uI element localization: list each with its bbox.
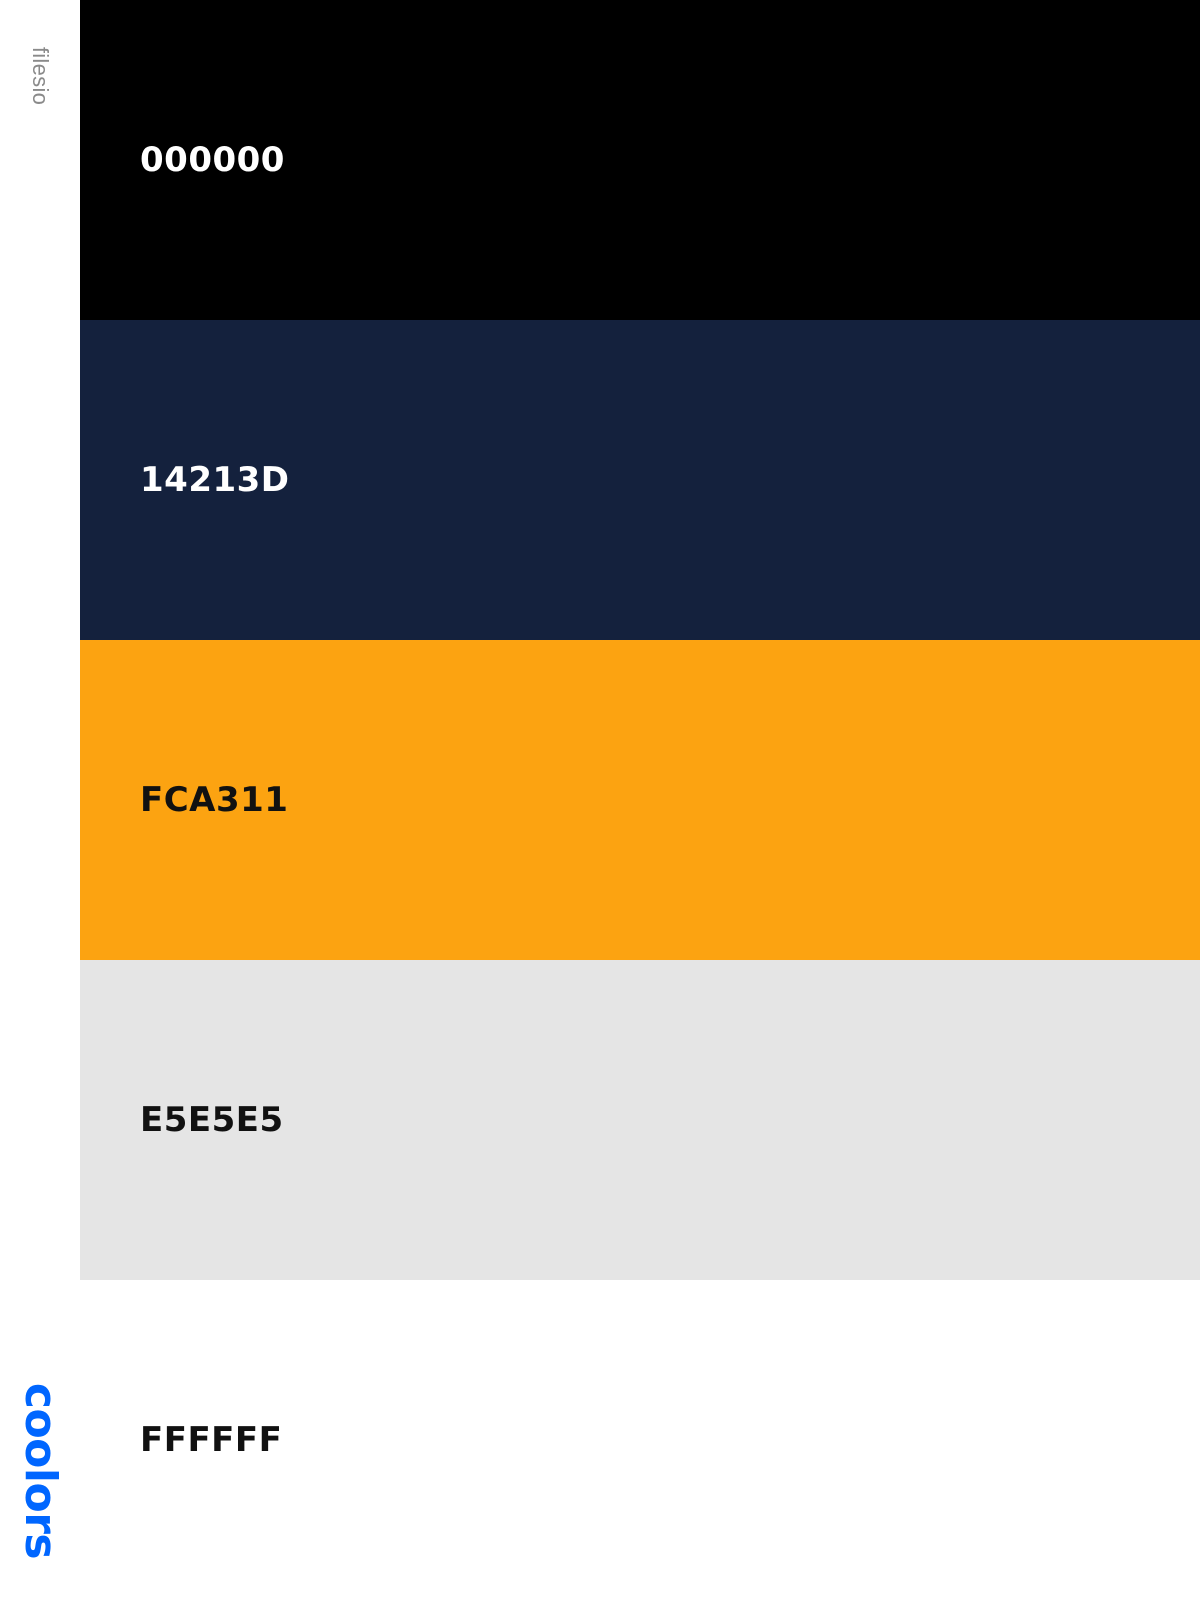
swatch-hex-code: FCA311 <box>140 780 289 820</box>
color-swatch-1[interactable]: 000000 <box>80 0 1200 320</box>
swatch-hex-code: FFFFFF <box>140 1420 283 1460</box>
color-swatch-3[interactable]: FCA311 <box>80 640 1200 960</box>
color-swatch-2[interactable]: 14213D <box>80 320 1200 640</box>
color-swatch-5[interactable]: FFFFFF <box>80 1280 1200 1600</box>
coolors-logo: coolors <box>15 1382 66 1560</box>
color-palette: 000000 14213D FCA311 E5E5E5 FFFFFF <box>80 0 1200 1600</box>
swatch-hex-code: 14213D <box>140 460 290 500</box>
palette-owner-name: filesio <box>28 46 53 106</box>
swatch-hex-code: E5E5E5 <box>140 1100 284 1140</box>
sidebar: filesio coolors <box>0 0 80 1600</box>
color-swatch-4[interactable]: E5E5E5 <box>80 960 1200 1280</box>
swatch-hex-code: 000000 <box>140 140 285 180</box>
